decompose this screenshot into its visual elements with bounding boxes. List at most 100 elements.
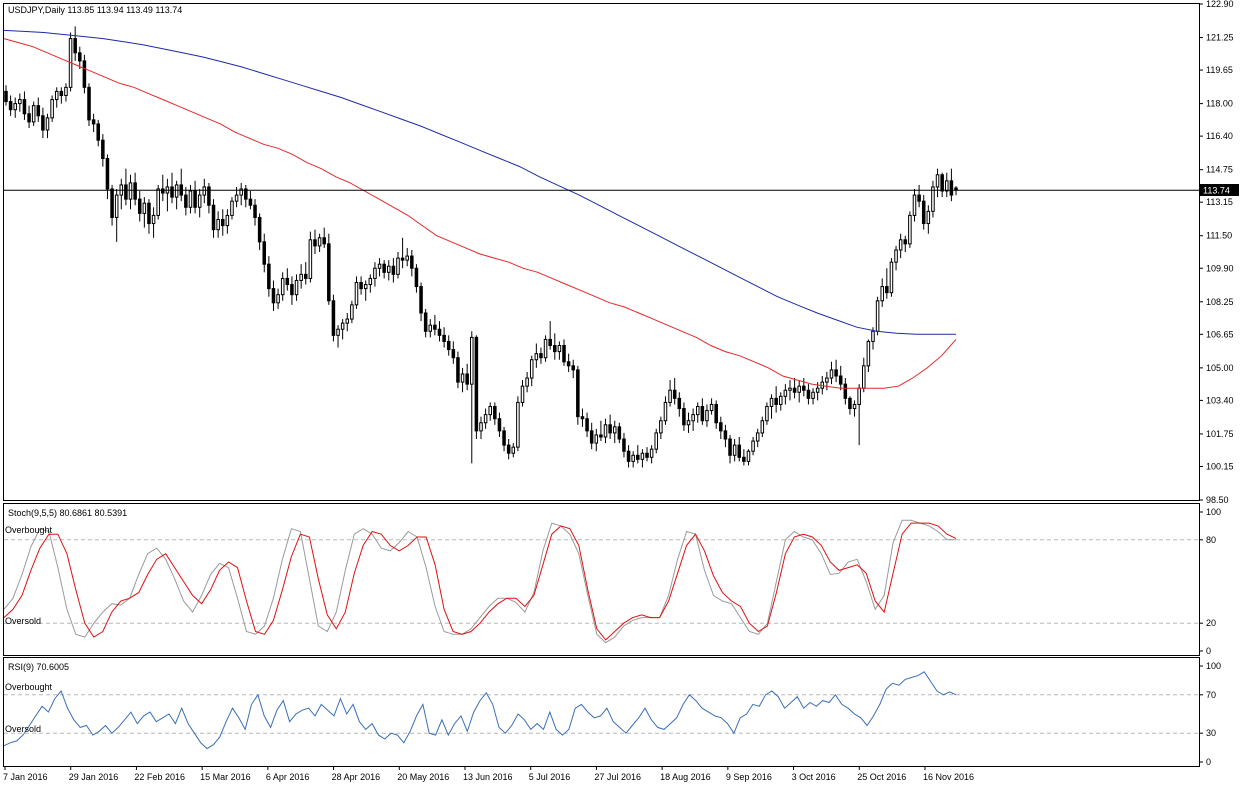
candle-down: [257, 216, 262, 243]
candle-up: [908, 214, 912, 245]
candle-up: [691, 414, 695, 422]
y-tick-label: 121.25: [1206, 33, 1234, 43]
candle-up: [894, 249, 898, 263]
candle-down: [682, 408, 686, 426]
candle-up: [142, 202, 147, 214]
current-price-tag: 113.74: [1199, 184, 1239, 196]
candle-down: [207, 186, 211, 206]
candle-down: [617, 426, 622, 440]
candle-down: [267, 263, 271, 290]
candle-down: [539, 353, 543, 359]
stoch-pane[interactable]: [3, 503, 1200, 656]
candle-down: [59, 90, 64, 96]
candle-down: [8, 101, 13, 111]
candle-down: [414, 267, 419, 288]
y-tick-label: 116.40: [1206, 131, 1233, 141]
candle-down: [723, 430, 728, 440]
candle-down: [137, 198, 142, 214]
candle-up: [202, 186, 207, 196]
candle-up: [363, 284, 368, 290]
candle-down: [36, 105, 41, 117]
x-tick-label: 3 Oct 2016: [792, 772, 836, 782]
candle-down: [506, 444, 511, 454]
candle-up: [732, 444, 737, 456]
stoch-signal-line: [3, 522, 957, 641]
y-tick-label: 101.75: [1206, 429, 1234, 439]
candle-up: [811, 391, 815, 399]
candle-up: [336, 328, 340, 336]
candle-up: [479, 422, 483, 432]
candle-down: [645, 452, 649, 458]
candle-down: [774, 397, 778, 405]
candle-down: [677, 397, 682, 410]
candle-up: [511, 446, 516, 454]
candle-down: [327, 243, 331, 302]
x-tick-label: 27 Jul 2016: [594, 772, 641, 782]
y-tick-label: 114.75: [1206, 165, 1233, 175]
rsi-oversold-label: Oversold: [5, 724, 41, 734]
ma-fast-line: [3, 38, 957, 389]
y-tick-label: 108.25: [1206, 297, 1234, 307]
candle-up: [230, 200, 234, 216]
candle-up: [308, 239, 313, 279]
candle-up: [234, 194, 239, 202]
stoch-tick-label: 20: [1206, 618, 1216, 628]
candle-up: [889, 261, 894, 294]
candle-down: [742, 456, 746, 462]
candle-down: [105, 157, 110, 190]
candlestick-series: [4, 26, 958, 468]
candle-down: [714, 403, 718, 424]
rsi-pane[interactable]: [3, 657, 1200, 767]
candle-down: [465, 373, 469, 385]
x-tick-label: 9 Sep 2016: [726, 772, 772, 782]
candle-down: [303, 273, 308, 279]
candle-up: [603, 424, 608, 438]
x-tick-label: 22 Feb 2016: [134, 772, 185, 782]
x-tick-label: 25 Oct 2016: [857, 772, 906, 782]
candle-up: [483, 414, 488, 424]
candle-down: [22, 99, 27, 115]
current-price-value: 113.74: [1203, 186, 1230, 196]
candle-up: [50, 99, 54, 119]
stoch-header: Stoch(9,5,5) 80.6861 80.5391: [8, 508, 127, 518]
x-tick-label: 5 Jul 2016: [529, 772, 571, 782]
candle-up: [880, 286, 884, 302]
candle-down: [585, 418, 589, 432]
candle-down: [110, 188, 114, 218]
candle-up: [18, 99, 22, 105]
candle-down: [82, 60, 87, 88]
candle-up: [276, 294, 280, 304]
main-header: USDJPY,Daily 113.85 113.94 113.49 113.74: [8, 5, 182, 15]
candle-up: [345, 318, 350, 324]
main-pane[interactable]: [3, 3, 1200, 501]
x-tick-label: 20 May 2016: [397, 772, 449, 782]
candle-down: [728, 438, 732, 456]
price-axis: 122.90 121.25 119.65 118.00 116.40 114.75 113.…: [1199, 0, 1234, 505]
candle-up: [543, 338, 548, 359]
candle-up: [783, 389, 788, 397]
candle-up: [778, 395, 783, 405]
candle-down: [170, 186, 174, 198]
y-tick-label: 122.90: [1206, 0, 1234, 9]
rsi-tick-label: 100: [1206, 661, 1221, 671]
candle-down: [917, 194, 921, 202]
candle-down: [271, 288, 276, 304]
candle-up: [299, 273, 303, 281]
candle-down: [437, 328, 442, 336]
candle-up: [631, 454, 635, 462]
x-tick-label: 18 Aug 2016: [660, 772, 711, 782]
candle-down: [848, 397, 852, 410]
candle-down: [921, 200, 926, 225]
candle-up: [829, 369, 834, 379]
candle-up: [912, 194, 917, 216]
candle-up: [174, 184, 179, 198]
candle-down: [391, 265, 396, 275]
candle-down: [451, 349, 456, 359]
candle-down: [248, 198, 253, 206]
candle-down: [553, 345, 557, 353]
candle-down: [672, 389, 677, 399]
candle-down: [636, 454, 640, 460]
candle-down: [576, 369, 580, 418]
candle-down: [442, 334, 446, 342]
candle-down: [838, 375, 843, 385]
